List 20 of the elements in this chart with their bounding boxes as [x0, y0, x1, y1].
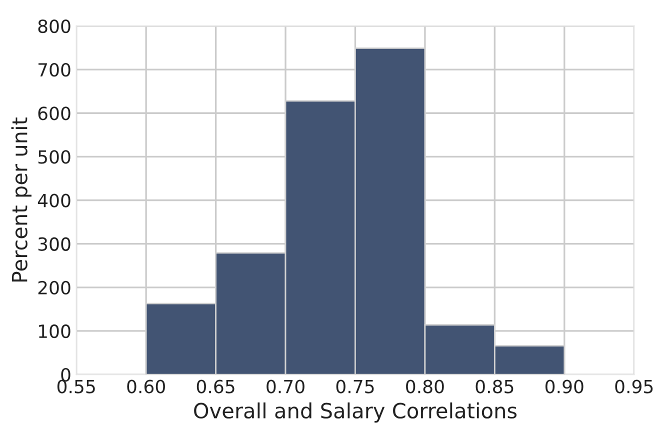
x-tick-label: 0.95 [615, 380, 653, 394]
y-tick-label: 200 [38, 280, 70, 295]
y-axis-title: Percent per unit [11, 117, 32, 282]
x-tick-label: 0.90 [545, 380, 584, 394]
y-tick-label: 800 [38, 19, 70, 34]
x-axis-title: Overall and Salary Correlations [194, 402, 517, 423]
y-tick-label: 400 [38, 194, 70, 208]
x-tick-label: 0.75 [336, 380, 374, 394]
y-tick-label: 700 [38, 63, 70, 77]
y-tick-label: 600 [38, 106, 70, 120]
y-tick-label: 100 [39, 324, 70, 338]
x-tick-label: 0.80 [406, 380, 444, 394]
y-tick-label: 300 [38, 237, 70, 251]
x-tick-label: 0.55 [57, 380, 95, 394]
x-tick-label: 0.85 [476, 380, 514, 394]
y-tick-label: 0 [61, 368, 70, 382]
x-tick-label: 0.65 [196, 380, 234, 394]
y-tick-label: 500 [38, 150, 70, 164]
x-tick-label: 0.70 [266, 380, 304, 394]
x-tick-label: 0.60 [127, 380, 165, 394]
